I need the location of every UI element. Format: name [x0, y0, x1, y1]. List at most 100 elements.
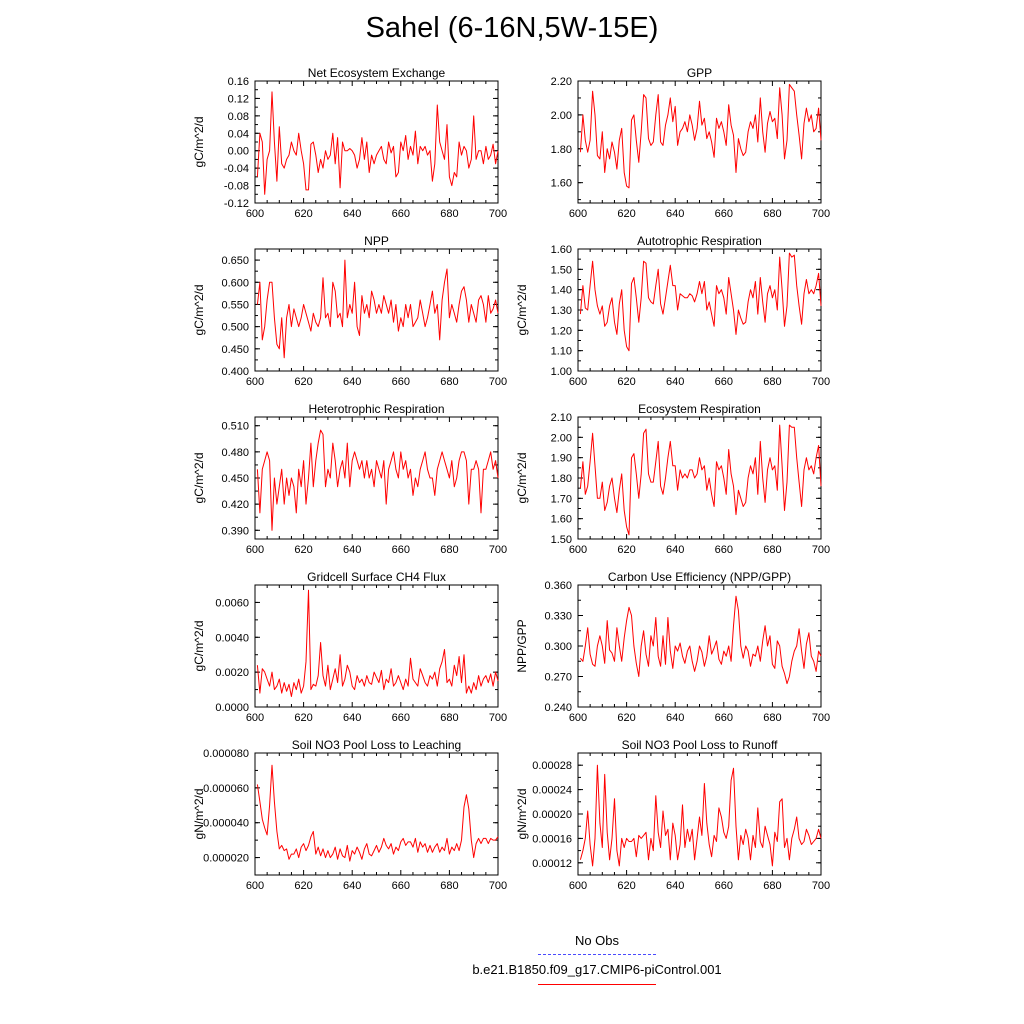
panel-10-ytick-label: 0.00024: [532, 785, 572, 797]
panel-6-ytick-label: 1.50: [551, 534, 572, 546]
panel-4-ytick-label: 1.50: [551, 264, 572, 276]
panel-10-xtick-label: 660: [715, 880, 733, 892]
panel-3-ylabel: gC/m^2/d: [192, 285, 206, 336]
panel-6-xtick-label: 680: [763, 544, 781, 556]
panel-5-ytick-label: 0.420: [221, 499, 249, 511]
panel-1-xtick-label: 600: [246, 208, 264, 220]
panel-1-ytick-label: 0.16: [228, 76, 249, 88]
panel-4-xtick-label: 680: [763, 376, 781, 388]
panel-10-xtick-label: 640: [666, 880, 684, 892]
panel-10-xtick-label: 620: [617, 880, 635, 892]
panel-5-ytick-label: 0.480: [221, 447, 249, 459]
panel-10-ytick-label: 0.00020: [532, 809, 572, 821]
panel-6-xtick-label: 640: [666, 544, 684, 556]
panel-1-xtick-label: 700: [489, 208, 507, 220]
panel-1-ytick-label: -0.12: [224, 198, 249, 210]
panel-4-xtick-label: 620: [617, 376, 635, 388]
panel-3-ytick-label: 0.650: [221, 255, 249, 267]
panel-9-frame: [254, 752, 499, 876]
panel-8-ytick-label: 0.300: [544, 641, 572, 653]
panel-5-ytick-label: 0.510: [221, 421, 249, 433]
panel-7-xtick-label: 640: [343, 712, 361, 724]
panel-7-xtick-label: 600: [246, 712, 264, 724]
panel-8-xtick-label: 620: [617, 712, 635, 724]
panel-1-ytick-label: 0.12: [228, 93, 249, 105]
panel-6-frame: [577, 416, 822, 540]
panel-6-ytick-label: 1.60: [551, 514, 572, 526]
panel-10-ytick-label: 0.00016: [532, 833, 572, 845]
panel-9-xtick-label: 600: [246, 880, 264, 892]
panel-1-xtick-label: 640: [343, 208, 361, 220]
panel-2-ytick-label: 2.20: [551, 76, 572, 88]
panel-6-xtick-label: 600: [569, 544, 587, 556]
panel-9-series-line: [256, 764, 499, 862]
panel-8-ytick-label: 0.330: [544, 611, 572, 623]
panel-2-xtick-label: 640: [666, 208, 684, 220]
panel-3-xtick-label: 680: [440, 376, 458, 388]
panel-3-ytick-label: 0.400: [221, 366, 249, 378]
panel-3-ytick-label: 0.500: [221, 322, 249, 334]
panel-1-xtick-label: 660: [392, 208, 410, 220]
panel-5-xtick-label: 600: [246, 544, 264, 556]
panel-2-ytick-label: 2.00: [551, 110, 572, 122]
panel-2-xtick-label: 700: [812, 208, 830, 220]
panel-8-ytick-label: 0.360: [544, 580, 572, 592]
panel-10-xtick-label: 680: [763, 880, 781, 892]
panel-4-ytick-label: 1.10: [551, 346, 572, 358]
panel-6-ytick-label: 2.00: [551, 432, 572, 444]
panel-7-ytick-label: 0.0000: [215, 702, 249, 714]
panel-8-title: Carbon Use Efficiency (NPP/GPP): [608, 570, 791, 584]
panel-9-xtick-label: 680: [440, 880, 458, 892]
panel-3-ytick-label: 0.450: [221, 344, 249, 356]
panel-7-ytick-label: 0.0060: [215, 597, 249, 609]
legend-case-label: b.e21.B1850.f09_g17.CMIP6-piControl.001: [472, 962, 722, 977]
panel-6-xtick-label: 700: [812, 544, 830, 556]
panel-7-xtick-label: 700: [489, 712, 507, 724]
panel-5-title: Heterotrophic Respiration: [308, 402, 444, 416]
panel-8-ytick-label: 0.240: [544, 702, 572, 714]
panel-5-ytick-label: 0.390: [221, 525, 249, 537]
panel-8-xtick-label: 660: [715, 712, 733, 724]
panel-4-title: Autotrophic Respiration: [637, 234, 762, 248]
panel-1-xtick-label: 620: [294, 208, 312, 220]
panel-9-xtick-label: 700: [489, 880, 507, 892]
panel-8-xtick-label: 600: [569, 712, 587, 724]
panel-2-xtick-label: 680: [763, 208, 781, 220]
panel-2-ytick-label: 1.80: [551, 144, 572, 156]
panel-7-ytick-label: 0.0020: [215, 667, 249, 679]
plots-canvas: Net Ecosystem Exchange gC/m^2/d 600 620 640 6…: [192, 66, 830, 892]
panel-9-xtick-label: 660: [392, 880, 410, 892]
panel-5-series-line: [256, 429, 499, 531]
panel-3-xtick-label: 620: [294, 376, 312, 388]
panel-3-xtick-label: 660: [392, 376, 410, 388]
panel-9-ylabel: gN/m^2/d: [192, 789, 206, 840]
panel-7-xtick-label: 680: [440, 712, 458, 724]
panel-10-series-line: [579, 764, 822, 867]
panel-5-xtick-label: 640: [343, 544, 361, 556]
panel-6-xtick-label: 660: [715, 544, 733, 556]
panel-5-ytick-label: 0.450: [221, 473, 249, 485]
panel-4-xtick-label: 600: [569, 376, 587, 388]
panel-2-ytick-label: 1.60: [551, 178, 572, 190]
legend-obs-label: No Obs: [574, 933, 620, 948]
panel-4-ytick-label: 1.20: [551, 325, 572, 337]
panel-10-xtick-label: 600: [569, 880, 587, 892]
panel-7-series-line: [256, 589, 499, 697]
panel-3-title: NPP: [364, 234, 389, 248]
panel-8-series-line: [580, 595, 822, 685]
panel-4-ytick-label: 1.00: [551, 366, 572, 378]
panel-7-ylabel: gC/m^2/d: [192, 621, 206, 672]
panel-3-xtick-label: 700: [489, 376, 507, 388]
panel-6-ylabel: gC/m^2/d: [515, 453, 529, 504]
panel-1-ytick-label: 0.04: [228, 128, 249, 140]
panel-10-ytick-label: 0.00012: [532, 858, 572, 870]
panel-3-ytick-label: 0.550: [221, 299, 249, 311]
panel-3-ytick-label: 0.600: [221, 277, 249, 289]
panel-1-series-line: [256, 91, 499, 195]
panel-7-xtick-label: 660: [392, 712, 410, 724]
panel-6-series-line: [579, 424, 822, 536]
panel-1-ytick-label: -0.08: [224, 181, 249, 193]
panel-5-xtick-label: 680: [440, 544, 458, 556]
panel-9-title: Soil NO3 Pool Loss to Leaching: [292, 738, 461, 752]
